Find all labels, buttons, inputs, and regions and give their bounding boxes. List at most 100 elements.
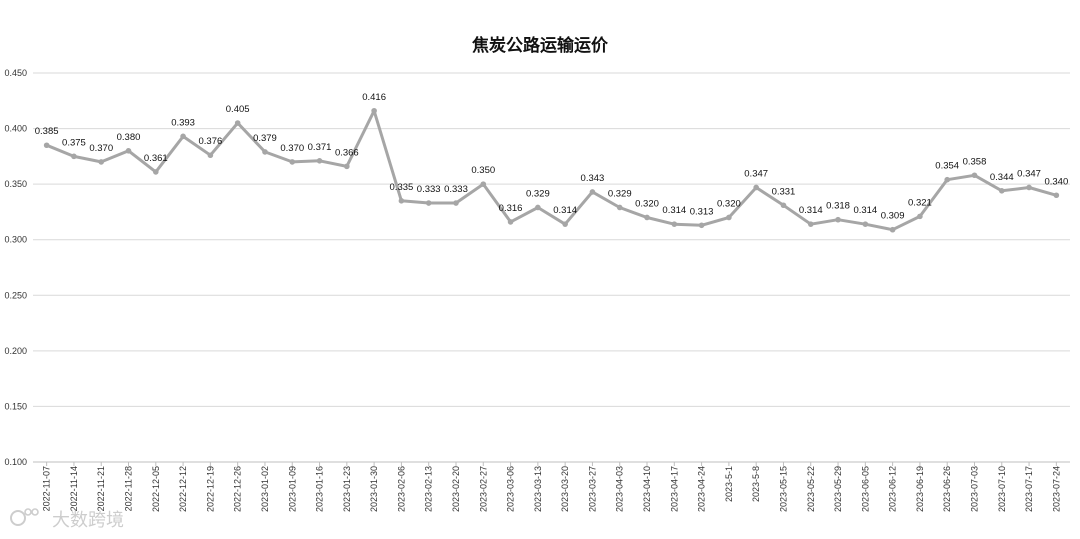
x-tick-label: 2022-11-28 [124, 466, 134, 511]
data-label: 0.329 [608, 188, 632, 199]
x-tick-label: 2023-07-03 [969, 466, 979, 512]
data-label: 0.366 [335, 147, 359, 158]
data-point [125, 148, 132, 154]
data-point [726, 214, 732, 221]
data-label: 0.318 [826, 201, 850, 212]
y-tick-label: 0.400 [4, 124, 27, 134]
data-label: 0.416 [362, 92, 386, 103]
x-tick-label: 2023-01-16 [315, 466, 325, 512]
data-point [917, 213, 923, 220]
data-label: 0.331 [772, 186, 796, 197]
data-point [835, 216, 841, 223]
data-point [589, 189, 596, 195]
data-point [998, 188, 1005, 194]
data-point [1053, 192, 1060, 199]
x-tick-label: 2023-06-26 [942, 466, 952, 512]
x-tick-label: 2023-02-13 [424, 466, 434, 512]
x-tick-label: 2023-03-06 [506, 466, 516, 512]
data-point [425, 200, 432, 206]
data-point [616, 204, 623, 211]
data-point [344, 163, 350, 170]
x-tick-label: 2023-04-03 [615, 466, 625, 512]
data-label: 0.329 [526, 188, 550, 199]
data-label: 0.313 [690, 206, 714, 217]
data-label: 0.385 [35, 126, 59, 137]
data-label: 0.347 [744, 168, 768, 179]
x-tick-label: 2022-12-05 [151, 466, 161, 512]
x-tick-label: 2023-03-13 [533, 466, 543, 512]
data-point [862, 221, 869, 227]
chart-title: 焦炭公路运输运价 [471, 35, 609, 56]
data-point [780, 202, 787, 209]
brand-logo-icon [10, 508, 39, 526]
y-axis-ticks: 0.100 0.150 0.200 0.250 0.300 0.350 0.400 0.450 [4, 68, 27, 467]
data-point [43, 142, 50, 149]
x-tick-label: 2023-01-23 [342, 466, 352, 512]
x-tick-label: 2023-02-27 [478, 466, 488, 512]
x-tick-label: 2023-03-20 [560, 466, 570, 512]
watermark: 大数跨境 [10, 508, 124, 531]
data-label: 0.335 [390, 182, 414, 193]
data-label: 0.320 [717, 198, 741, 209]
data-label: 0.370 [280, 143, 304, 154]
data-point [644, 214, 650, 221]
x-tick-label: 2023-03-27 [587, 466, 597, 512]
data-label: 0.340 [1044, 176, 1068, 187]
x-tick-label: 2022-12-12 [178, 466, 188, 512]
x-tick-label: 2023-02-06 [396, 466, 406, 512]
x-tick-label: 2023-04-10 [642, 466, 652, 512]
data-label: 0.314 [553, 205, 577, 216]
data-label: 0.320 [635, 198, 659, 209]
x-tick-label: 2023-05-29 [833, 466, 843, 512]
data-point [753, 184, 759, 191]
data-label: 0.333 [417, 184, 441, 195]
series-points [43, 107, 1060, 233]
watermark-text: 大数跨境 [52, 510, 124, 531]
gridlines [33, 72, 1070, 463]
y-tick-label: 0.350 [4, 179, 27, 189]
x-tick-label: 2023-04-24 [697, 466, 707, 512]
data-point [289, 159, 296, 165]
x-tick-label: 2023-05-15 [778, 466, 788, 512]
x-tick-label: 2022-11-07 [42, 466, 52, 511]
x-axis-ticks: 2022-11-07 2022-11-14 2022-11-21 2022-11-28… [42, 462, 1061, 512]
data-label: 0.314 [853, 205, 877, 216]
y-tick-label: 0.300 [4, 235, 27, 245]
x-tick-label: 2023-5-8 [751, 466, 761, 502]
data-point [807, 221, 814, 227]
y-tick-label: 0.450 [4, 68, 27, 78]
data-point [535, 204, 541, 211]
data-label: 0.358 [963, 156, 987, 167]
data-label: 0.321 [908, 197, 932, 208]
y-tick-label: 0.150 [4, 401, 27, 411]
data-point [234, 120, 241, 126]
x-tick-label: 2023-07-10 [997, 466, 1007, 512]
data-label: 0.316 [499, 203, 523, 214]
data-label: 0.314 [662, 205, 686, 216]
x-tick-label: 2023-05-22 [806, 466, 816, 512]
x-tick-label: 2022-11-14 [69, 466, 79, 511]
data-label: 0.347 [1017, 168, 1041, 179]
x-tick-label: 2023-07-17 [1024, 466, 1034, 512]
data-label: 0.314 [799, 205, 823, 216]
x-tick-label: 2022-12-26 [233, 466, 243, 512]
data-point [889, 226, 896, 233]
x-tick-label: 2023-06-05 [860, 466, 870, 512]
x-tick-label: 2023-01-02 [260, 466, 270, 512]
data-label: 0.370 [89, 143, 113, 154]
data-point [562, 221, 568, 227]
data-label: 0.361 [144, 153, 168, 164]
data-point [153, 169, 159, 175]
data-point [971, 172, 978, 179]
data-point [180, 133, 186, 140]
data-label: 0.354 [935, 161, 959, 172]
x-tick-label: 2023-5-1 [724, 466, 734, 502]
data-point [371, 107, 377, 114]
data-label: 0.344 [990, 172, 1014, 183]
x-tick-label: 2023-01-09 [287, 466, 297, 512]
data-label: 0.375 [62, 137, 86, 148]
x-tick-label: 2022-12-19 [205, 466, 215, 512]
data-label: 0.393 [171, 117, 195, 128]
data-point [507, 219, 514, 225]
y-tick-label: 0.200 [4, 346, 27, 356]
